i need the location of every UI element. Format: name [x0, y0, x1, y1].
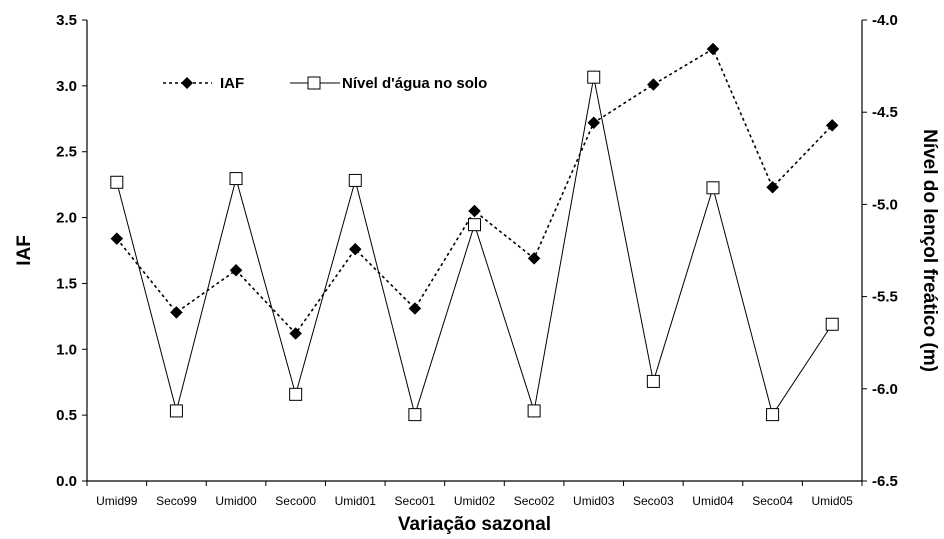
x-tick-label: Seco03: [633, 494, 674, 508]
right-y-tick-label: -6.5: [872, 473, 898, 490]
x-tick-label: Umid05: [812, 494, 854, 508]
legend-nivel-label: Nível d'água no solo: [342, 75, 487, 92]
right-y-tick-label: -5.0: [872, 196, 898, 213]
data-point-nivel: [348, 173, 362, 187]
right-y-tick-label: -6.0: [872, 381, 898, 398]
legend-iaf-marker: [181, 77, 193, 89]
data-point-iaf: [766, 180, 779, 194]
series-line-2: [116, 77, 833, 417]
axes: [86, 20, 863, 482]
x-tick-label: Seco00: [275, 494, 316, 508]
left-y-tick-label: 2.0: [56, 210, 77, 227]
data-point-nivel: [646, 374, 660, 388]
left-y-tick-label: 2.5: [56, 144, 77, 161]
right-y-tick-label: -4.0: [872, 12, 898, 29]
left-y-ticks: 0.0 0.5 1.0 1.5 2.0 2.5 3.0 3.5: [56, 12, 87, 490]
data-point-nivel: [289, 387, 303, 401]
x-tick-label: Seco01: [395, 494, 436, 508]
right-y-tick-label: -5.5: [872, 289, 898, 306]
data-point-nivel: [587, 70, 601, 84]
x-tick-label: Seco02: [514, 494, 555, 508]
y2-axis-title: Nível do lençol freático (m): [919, 129, 940, 372]
x-tick-label: Umid00: [215, 494, 257, 508]
data-point-iaf: [229, 263, 243, 277]
data-point-nivel: [408, 408, 422, 422]
data-point-iaf: [348, 242, 362, 256]
x-tick-label: Seco04: [752, 494, 793, 508]
data-point-iaf: [468, 204, 481, 218]
data-point-nivel: [527, 404, 541, 418]
data-point-iaf: [110, 232, 124, 245]
data-point-nivel: [766, 408, 780, 422]
data-point-iaf: [170, 306, 183, 319]
data-point-iaf: [646, 78, 660, 91]
series-markers: [110, 42, 839, 422]
y-axis-title: IAF: [14, 235, 35, 266]
x-tick-label: Umid04: [692, 494, 734, 508]
x-tick-label: Umid99: [96, 494, 138, 508]
legend: IAF Nível d'água no solo: [163, 75, 487, 92]
data-point-nivel: [468, 218, 481, 232]
data-point-nivel: [110, 175, 124, 189]
legend-iaf-label: IAF: [220, 75, 244, 92]
legend-nivel-marker: [307, 76, 321, 90]
x-tick-label: Umid02: [454, 494, 496, 508]
data-point-iaf: [825, 119, 839, 132]
data-point-iaf: [587, 116, 601, 130]
data-point-iaf: [408, 302, 422, 315]
left-y-tick-label: 3.0: [56, 78, 77, 95]
data-point-nivel: [706, 181, 720, 195]
series-lines: [116, 47, 833, 417]
left-y-tick-label: 3.5: [56, 12, 77, 29]
right-y-ticks: -6.5 -6.0 -5.5 -5.0 -4.5 -4.0: [862, 12, 898, 490]
left-y-tick-label: 1.0: [56, 341, 77, 358]
data-point-iaf: [289, 327, 303, 340]
x-tick-label: Umid03: [573, 494, 615, 508]
x-ticks: Umid99 Seco99 Umid00 Seco00 Umid01 Seco01 Umid…: [86, 481, 863, 508]
left-y-tick-label: 1.5: [56, 275, 77, 292]
left-y-tick-label: 0.5: [56, 407, 77, 424]
x-tick-label: Seco99: [156, 494, 197, 508]
right-y-tick-label: -4.5: [872, 104, 898, 121]
x-tick-label: Umid01: [335, 494, 377, 508]
left-y-tick-label: 0.0: [56, 473, 77, 490]
data-point-iaf: [527, 252, 541, 265]
data-point-iaf: [706, 42, 720, 56]
data-point-nivel: [825, 317, 839, 331]
data-point-nivel: [229, 172, 243, 186]
data-point-nivel: [169, 404, 183, 418]
x-axis-title: Variação sazonal: [398, 514, 551, 535]
